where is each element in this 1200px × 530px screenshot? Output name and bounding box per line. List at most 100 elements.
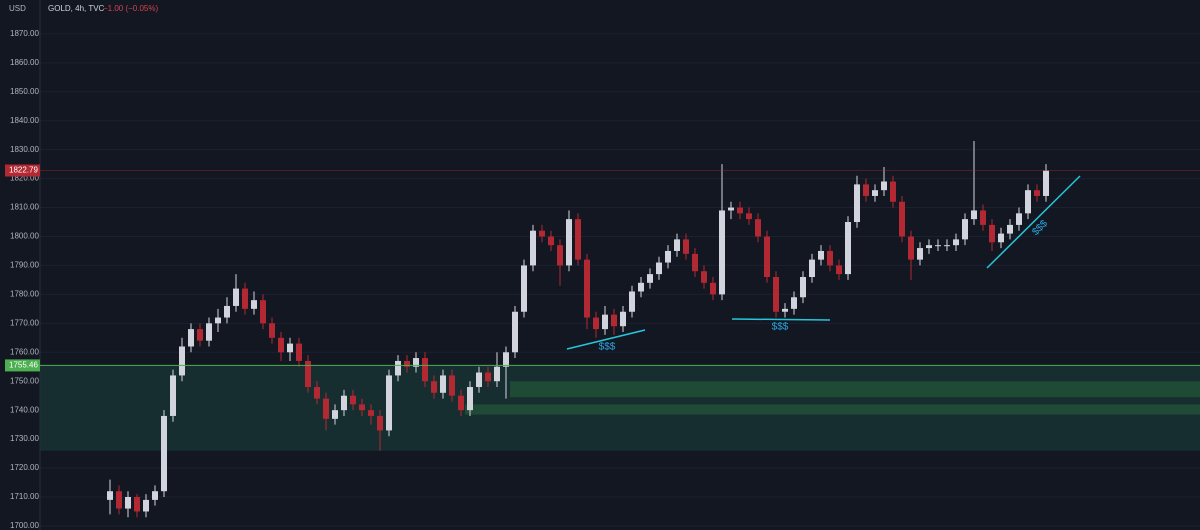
y-tick-label: 1820.00 xyxy=(10,174,39,183)
candle-body xyxy=(179,346,185,376)
candle-body xyxy=(521,265,527,312)
candle-body xyxy=(989,224,995,243)
candle-body xyxy=(782,308,788,312)
candle-body xyxy=(899,201,905,237)
candle-body xyxy=(422,358,428,382)
candle-body xyxy=(431,381,437,393)
candle-body xyxy=(323,398,329,419)
candle-body xyxy=(854,184,860,223)
zone-band xyxy=(510,381,1200,398)
candle-body xyxy=(926,245,932,249)
candle-body xyxy=(800,277,806,298)
last-price-box xyxy=(5,164,40,177)
candle-body xyxy=(341,395,347,411)
candle-body xyxy=(242,288,248,309)
candle-body xyxy=(512,311,518,353)
candle-body xyxy=(611,314,617,327)
candle-body xyxy=(269,323,275,338)
y-tick-label: 1850.00 xyxy=(10,87,39,96)
candle-body xyxy=(125,497,131,509)
candle-body xyxy=(1025,190,1031,214)
candle-body xyxy=(260,300,266,324)
y-tick-label: 1750.00 xyxy=(10,376,39,385)
candle-body xyxy=(314,387,320,399)
candle-body xyxy=(467,387,473,411)
candle-body xyxy=(971,210,977,220)
candle-body xyxy=(827,250,833,266)
y-tick-label: 1860.00 xyxy=(10,58,39,67)
candle-body xyxy=(791,297,797,309)
candle-body xyxy=(755,219,761,237)
y-tick-label: 1790.00 xyxy=(10,261,39,270)
y-tick-label: 1760.00 xyxy=(10,347,39,356)
candle-body xyxy=(197,329,203,341)
candle-body xyxy=(395,360,401,376)
candle-body xyxy=(809,259,815,278)
candle-body xyxy=(440,375,446,393)
candle-body xyxy=(692,253,698,272)
candle-body xyxy=(278,337,284,353)
y-tick-label: 1780.00 xyxy=(10,289,39,298)
candle-body xyxy=(503,352,509,367)
candle-body xyxy=(656,262,662,275)
candle-body xyxy=(143,499,149,512)
candle-body xyxy=(575,219,581,260)
candle-body xyxy=(701,271,707,283)
candle-body xyxy=(863,184,869,196)
candle-body xyxy=(134,497,140,512)
last-price-label: 1822.79 xyxy=(9,166,38,175)
candle-body xyxy=(170,375,176,416)
candle-body xyxy=(836,265,842,275)
candle-body xyxy=(539,230,545,237)
candle-body xyxy=(818,250,824,260)
y-tick-label: 1840.00 xyxy=(10,116,39,125)
candle-body xyxy=(530,230,536,266)
candle-body xyxy=(881,181,887,191)
candle-body xyxy=(485,372,491,382)
candle-body xyxy=(998,233,1004,243)
candle-body xyxy=(890,181,896,202)
candle-body xyxy=(215,317,221,324)
candle-body xyxy=(683,239,689,254)
trend-line xyxy=(986,175,1081,269)
candle-body xyxy=(872,190,878,196)
candle-body xyxy=(305,360,311,388)
candle-body xyxy=(710,282,716,295)
candle-body xyxy=(359,404,365,411)
candle-body xyxy=(251,300,257,309)
candle-body xyxy=(764,236,770,278)
candle-body xyxy=(449,375,455,396)
candle-body xyxy=(1043,170,1049,196)
annotation: $$$ xyxy=(772,322,789,333)
price-axis xyxy=(0,0,40,530)
y-tick-label: 1800.00 xyxy=(10,232,39,241)
candle-body xyxy=(845,222,851,275)
candle-body xyxy=(1016,213,1022,225)
candle-body xyxy=(953,239,959,246)
candle-body xyxy=(377,415,383,431)
annotation: $$$ xyxy=(599,342,616,353)
candle-body xyxy=(332,410,338,419)
trend-line xyxy=(731,318,831,321)
candle-body xyxy=(728,207,734,211)
candle-body xyxy=(152,491,158,500)
candle-body xyxy=(908,236,914,260)
candle-body xyxy=(602,314,608,330)
axis-labels: 1700.00 1710.00 1720.00 1730.00 1740.00 1750.… xyxy=(10,29,39,530)
candle-body xyxy=(674,239,680,251)
candle-body xyxy=(620,311,626,327)
candle-body xyxy=(233,288,239,306)
candle-body xyxy=(386,375,392,431)
trend-line xyxy=(566,329,646,350)
y-tick-label: 1700.00 xyxy=(10,521,39,530)
candle-body xyxy=(935,245,941,247)
zone-band xyxy=(465,404,1200,415)
candle-body xyxy=(476,372,482,388)
candle-body xyxy=(116,491,122,509)
candle-body xyxy=(413,358,419,367)
y-tick-label: 1810.00 xyxy=(10,203,39,212)
candle-body xyxy=(350,395,356,405)
candle-body xyxy=(1034,190,1040,196)
candle-body xyxy=(161,415,167,492)
